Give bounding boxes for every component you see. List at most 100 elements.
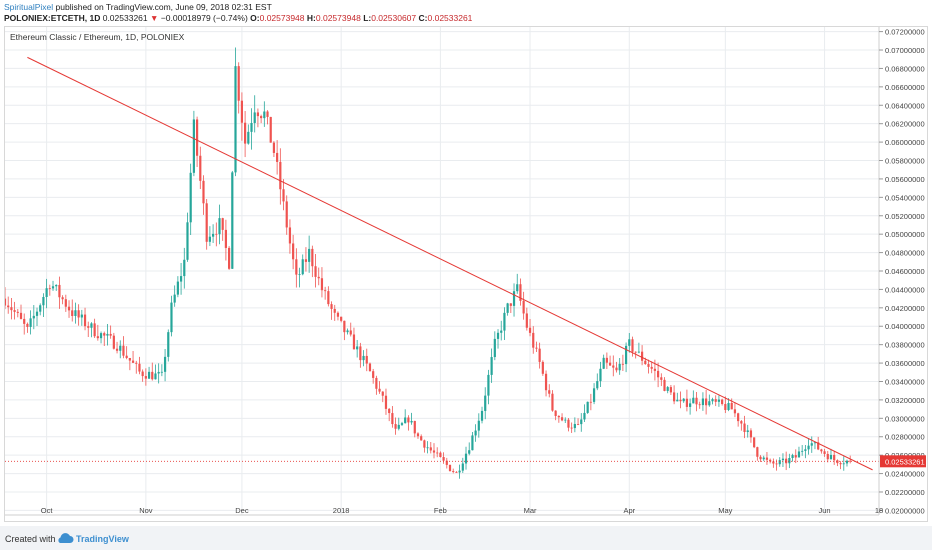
chart-frame[interactable]: Ethereum Classic / Ethereum, 1D, POLONIE… [3, 26, 928, 522]
candle-body [179, 276, 183, 282]
candle-body [42, 296, 45, 306]
author-link[interactable]: SpiritualPixel [4, 2, 54, 12]
candle-body [772, 461, 775, 464]
candle-body [311, 248, 314, 267]
candle-body [721, 399, 724, 405]
tradingview-cloud-icon [58, 533, 74, 543]
open-value: 0.02573948 [259, 13, 305, 23]
candle-body [567, 419, 570, 428]
time-tick-label: Dec [235, 506, 249, 515]
high-label: H: [306, 13, 316, 23]
candle-body [32, 315, 35, 319]
candle-body [794, 455, 797, 458]
candle-body [631, 339, 634, 352]
candle-body [391, 413, 394, 425]
candle-body [580, 419, 583, 425]
candle-body [762, 457, 765, 460]
candle-body [231, 172, 234, 269]
candle-body [151, 371, 154, 380]
candle-body [637, 351, 640, 353]
candle-body [45, 288, 48, 297]
candle-body [125, 355, 128, 358]
candle-body [461, 463, 464, 471]
time-axis: Oct Nov Dec 2018 Feb Mar Apr May Jun 18 [5, 506, 883, 516]
candle-body [749, 430, 753, 438]
candle-body [836, 460, 839, 464]
candle-body [551, 393, 554, 411]
candle-body [548, 390, 551, 394]
candle-body [676, 399, 679, 402]
candle-body [115, 348, 119, 351]
price-tick-label: 0.03800000 [885, 341, 925, 350]
candle-body [103, 333, 106, 336]
candle-body [452, 471, 455, 472]
last-price: 0.02533261 [102, 13, 148, 23]
candle-body [195, 119, 199, 156]
candle-body [519, 284, 522, 301]
candle-body [663, 379, 666, 391]
candle-body [295, 259, 298, 275]
candle-body [301, 259, 304, 275]
candle-body [308, 248, 311, 262]
candle-body [673, 392, 676, 402]
candle-body [147, 371, 151, 379]
price-tick-label: 0.07200000 [885, 28, 925, 37]
candle-body [730, 402, 733, 410]
candle-body [288, 227, 292, 244]
tradingview-brand[interactable]: TradingView [76, 534, 129, 544]
candle-body [813, 442, 817, 444]
candle-body [13, 310, 16, 312]
candle-body [503, 312, 506, 331]
candle-body [80, 314, 83, 318]
price-tick-label: 0.04200000 [885, 304, 925, 313]
candle-body [189, 172, 192, 223]
time-tick-label: Mar [524, 506, 537, 515]
time-tick-label: Apr [623, 506, 635, 515]
candle-body [471, 435, 474, 451]
candle-body [19, 312, 23, 319]
candle-body [592, 388, 596, 402]
candle-body [801, 450, 804, 452]
candle-body [112, 335, 115, 349]
candle-body [394, 424, 397, 429]
candle-body [484, 395, 487, 411]
candle-body [525, 313, 528, 328]
candle-body [109, 333, 112, 336]
trendline [27, 56, 873, 471]
close-value: 0.02533261 [427, 13, 473, 23]
candle-body [362, 355, 365, 361]
candles [3, 47, 852, 479]
candle-body [429, 447, 432, 451]
candle-body [388, 408, 391, 414]
candle-body [330, 304, 333, 309]
candle-body [765, 457, 769, 460]
candle-body [269, 116, 272, 143]
candle-body [336, 312, 340, 317]
candle-body [724, 404, 727, 410]
candle-body [224, 229, 228, 248]
candle-body [35, 311, 39, 316]
candle-body [122, 345, 125, 356]
time-tick-label: Feb [434, 506, 447, 515]
candle-body [228, 247, 231, 269]
high-value: 0.02573948 [315, 13, 361, 23]
candle-body [407, 417, 410, 423]
candle-body [544, 373, 548, 391]
candle-body [192, 119, 195, 173]
candle-body [298, 274, 301, 276]
candle-body [516, 284, 519, 292]
candle-body [154, 373, 157, 380]
candle-body [384, 395, 388, 409]
candle-body [314, 266, 317, 277]
candle-body [602, 357, 605, 369]
price-tick-label: 0.02000000 [885, 506, 925, 515]
candle-body [807, 445, 810, 450]
candle-body [221, 218, 224, 230]
chart-header: SpiritualPixel published on TradingView.… [4, 2, 928, 26]
price-chart[interactable]: Ethereum Classic / Ethereum, 1D, POLONIE… [3, 27, 927, 521]
candle-body [820, 449, 823, 452]
candle-body [333, 308, 336, 313]
candle-body [538, 348, 541, 362]
candle-body [346, 330, 349, 333]
candle-body [285, 201, 288, 228]
